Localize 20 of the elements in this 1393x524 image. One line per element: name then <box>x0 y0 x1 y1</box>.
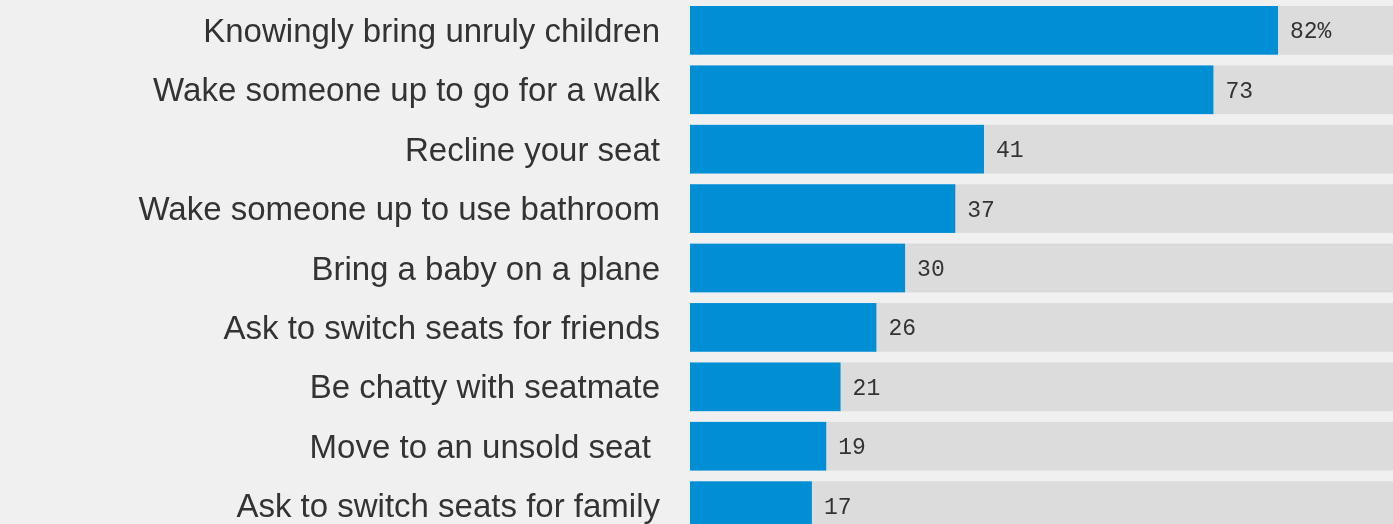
data-label: 21 <box>852 375 881 402</box>
data-label: 82% <box>1290 19 1332 46</box>
bar <box>690 362 841 412</box>
y-tick-label: Be chatty with seatmate <box>309 368 660 406</box>
data-label: 26 <box>888 316 917 343</box>
y-tick-label: Recline your seat <box>405 130 660 168</box>
y-tick-label: Knowingly bring unruly children <box>203 11 660 49</box>
y-tick-label: Wake someone up to go for a walk <box>153 71 661 109</box>
data-label: 37 <box>967 197 995 224</box>
data-label: 41 <box>996 138 1024 165</box>
y-tick-label: Ask to switch seats for family <box>236 487 661 524</box>
data-label: 19 <box>838 435 866 462</box>
bar <box>690 421 827 471</box>
y-tick-label: Bring a baby on a plane <box>311 249 660 287</box>
data-label: 17 <box>823 494 852 521</box>
y-tick-label: Ask to switch seats for friends <box>223 308 660 346</box>
y-tick-label: Move to an unsold seat <box>309 427 660 465</box>
data-label: 30 <box>917 257 945 284</box>
data-label: 73 <box>1225 78 1254 105</box>
y-tick-label: Wake someone up to use bathroom <box>138 190 660 228</box>
